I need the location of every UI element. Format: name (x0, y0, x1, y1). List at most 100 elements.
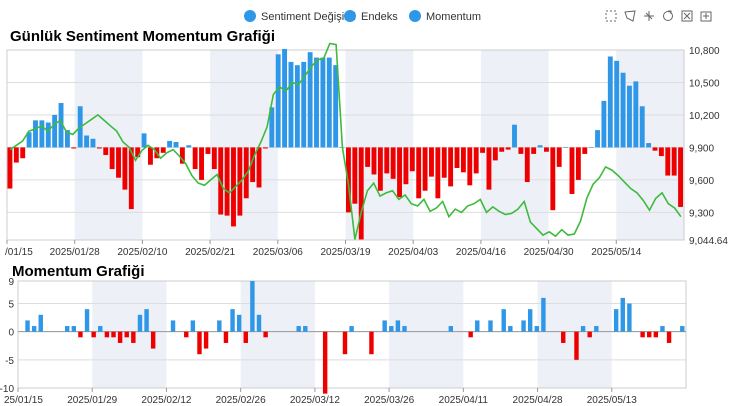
sentiment-bar[interactable] (543, 147, 549, 152)
sentiment-bar[interactable] (569, 147, 575, 194)
legend-marker[interactable] (344, 10, 356, 22)
sentiment-bar[interactable] (441, 147, 447, 178)
sentiment-bar[interactable] (224, 147, 230, 216)
sentiment-bar[interactable] (7, 147, 13, 189)
sentiment-bar[interactable] (467, 147, 473, 186)
sentiment-bar[interactable] (179, 147, 185, 164)
sentiment-bar[interactable] (231, 147, 236, 227)
sentiment-bar[interactable] (288, 61, 294, 148)
sentiment-bar[interactable] (646, 143, 652, 148)
sentiment-bar[interactable] (377, 147, 383, 191)
sentiment-bar[interactable] (390, 147, 396, 179)
momentum-bar[interactable] (256, 314, 262, 332)
momentum-bar[interactable] (236, 314, 242, 332)
momentum-bar[interactable] (527, 309, 533, 332)
momentum-bar[interactable] (389, 326, 394, 332)
zoom-reset-icon[interactable] (644, 11, 654, 21)
sentiment-bar[interactable] (294, 65, 300, 148)
sentiment-bar[interactable] (39, 120, 45, 148)
momentum-bar[interactable] (402, 326, 407, 332)
sentiment-bar[interactable] (678, 147, 683, 207)
momentum-bar[interactable] (382, 320, 387, 332)
sentiment-bar[interactable] (262, 147, 268, 149)
momentum-bar[interactable] (117, 331, 123, 343)
momentum-bar[interactable] (243, 331, 248, 343)
sentiment-bar[interactable] (301, 61, 307, 148)
sentiment-bar[interactable] (512, 124, 517, 148)
sentiment-bar[interactable] (480, 147, 486, 153)
sentiment-bar[interactable] (658, 147, 664, 157)
momentum-bar[interactable] (395, 320, 401, 332)
sentiment-bar[interactable] (614, 60, 620, 148)
momentum-bar[interactable] (369, 331, 374, 355)
momentum-bar[interactable] (508, 326, 513, 332)
legend[interactable]: Sentiment Değişimi Endeks Momentum (244, 10, 481, 23)
momentum-bar[interactable] (322, 331, 328, 394)
sentiment-bar[interactable] (633, 81, 639, 148)
momentum-bar[interactable] (666, 331, 672, 343)
brush-clear-icon[interactable] (681, 10, 693, 22)
momentum-bar[interactable] (534, 326, 539, 332)
sentiment-bar[interactable] (429, 147, 434, 177)
sentiment-bar[interactable] (96, 147, 102, 149)
lasso-select-icon[interactable] (624, 10, 636, 22)
sentiment-bar[interactable] (556, 147, 562, 167)
sentiment-bar[interactable] (575, 147, 581, 180)
sentiment-bar[interactable] (307, 52, 313, 148)
momentum-bar[interactable] (223, 331, 229, 343)
sentiment-bar[interactable] (531, 147, 537, 154)
momentum-bar[interactable] (561, 331, 566, 343)
momentum-bar[interactable] (587, 331, 592, 338)
sentiment-bar[interactable] (550, 147, 556, 211)
sentiment-bar[interactable] (422, 147, 428, 191)
sentiment-bar[interactable] (26, 132, 32, 148)
sentiment-bar[interactable] (652, 147, 658, 151)
sentiment-bar[interactable] (13, 147, 19, 163)
sentiment-bar[interactable] (639, 106, 645, 148)
momentum-bar[interactable] (84, 309, 90, 332)
sentiment-bar[interactable] (518, 147, 524, 154)
legend-item[interactable]: Endeks (361, 11, 398, 23)
momentum-bar[interactable] (190, 320, 196, 332)
sentiment-bar[interactable] (211, 147, 217, 170)
momentum-bar[interactable] (521, 320, 526, 332)
momentum-bar[interactable] (184, 331, 189, 338)
sentiment-bar[interactable] (128, 147, 134, 210)
legend-marker[interactable] (409, 10, 421, 22)
momentum-bar[interactable] (349, 326, 354, 332)
momentum-bar[interactable] (131, 331, 136, 343)
sentiment-bar[interactable] (582, 147, 588, 154)
sentiment-bar[interactable] (135, 147, 141, 158)
sentiment-bar[interactable] (435, 147, 441, 199)
sentiment-bar[interactable] (84, 135, 90, 148)
momentum-bar[interactable] (71, 326, 77, 332)
momentum-bar[interactable] (342, 331, 348, 355)
momentum-bar[interactable] (647, 331, 652, 338)
sentiment-bar[interactable] (448, 147, 454, 187)
momentum-bar[interactable] (250, 281, 255, 332)
zoom-select-icon[interactable] (605, 10, 617, 22)
sentiment-bar[interactable] (326, 57, 332, 148)
momentum-bar[interactable] (541, 297, 546, 332)
momentum-bar[interactable] (620, 297, 625, 332)
sentiment-bar[interactable] (492, 147, 498, 161)
momentum-bar[interactable] (627, 303, 632, 332)
sentiment-bar[interactable] (365, 147, 371, 167)
sentiment-bar[interactable] (122, 147, 128, 190)
sentiment-bar[interactable] (416, 147, 422, 199)
momentum-bar[interactable] (613, 309, 619, 332)
sentiment-bar[interactable] (409, 147, 415, 172)
momentum-bar[interactable] (303, 326, 308, 332)
momentum-bar[interactable] (488, 320, 493, 332)
momentum-bar[interactable] (197, 331, 202, 355)
sentiment-bar[interactable] (320, 57, 326, 148)
sentiment-bar[interactable] (58, 103, 64, 148)
momentum-bar[interactable] (263, 331, 268, 338)
momentum-bar[interactable] (574, 331, 579, 360)
momentum-bar[interactable] (124, 331, 129, 338)
sentiment-bar[interactable] (205, 147, 211, 154)
momentum-bar[interactable] (230, 309, 235, 332)
momentum-bar[interactable] (680, 326, 685, 332)
toolbox[interactable] (605, 10, 712, 22)
momentum-bar[interactable] (25, 320, 30, 332)
